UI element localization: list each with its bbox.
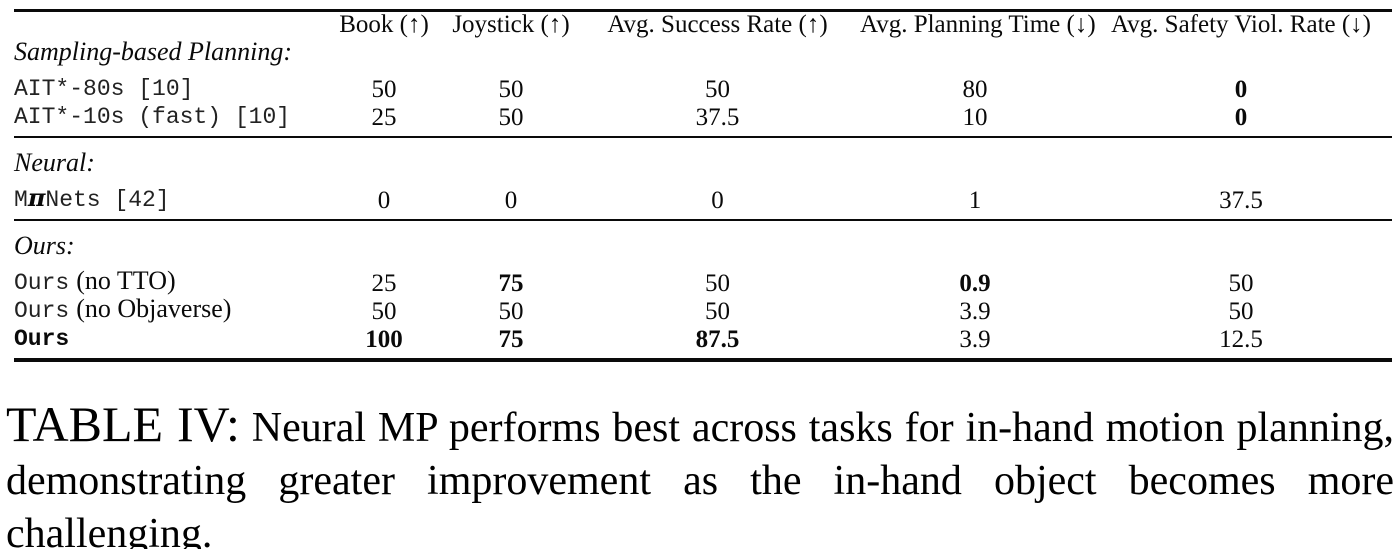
metric-value: 75 [498, 326, 524, 353]
col-header-book: Book (↑) [339, 11, 429, 38]
row-label: Ours (no TTO) [14, 259, 321, 296]
row-label: AIT*-80s [10] [14, 65, 321, 102]
results-table: Book (↑) Joystick (↑) Avg. Success Rate … [14, 9, 1392, 362]
metric-value: 50 [498, 76, 524, 103]
metric-value: 50 [498, 104, 524, 131]
table-row-ait-10s: AIT*-10s (fast) [10] 25 50 37.5 10 0 [14, 102, 1392, 137]
method-name-suffix: (no TTO) [76, 266, 176, 295]
table-caption-text: Neural MP performs best across tasks for… [6, 405, 1394, 549]
method-name: Ours [14, 270, 70, 296]
row-label: Ours [14, 324, 321, 360]
col-header-joystick: Joystick (↑) [452, 11, 570, 38]
metric-value: 50 [1228, 298, 1254, 325]
metric-value: 3.9 [959, 326, 991, 353]
metric-value: 10 [962, 104, 988, 131]
metric-value: 50 [705, 270, 730, 297]
row-label: MπNets [42] [14, 176, 321, 220]
metric-value: 1 [968, 187, 982, 214]
method-name: Ours [14, 298, 70, 324]
metric-value: 0 [377, 187, 391, 214]
metric-value: 37.5 [695, 104, 740, 131]
metric-value: 50 [1228, 270, 1254, 297]
metric-value: 25 [371, 270, 397, 297]
corner-cell [14, 11, 321, 39]
metric-value: 80 [962, 76, 988, 103]
col-header-avg-planning-time: Avg. Planning Time (↓) [860, 11, 1096, 38]
metric-value: 37.5 [1219, 187, 1263, 214]
section-label-neural: Neural: [14, 136, 1392, 176]
section-label-sampling: Sampling-based Planning: [14, 37, 293, 66]
row-label: Ours (no Objaverse) [14, 296, 321, 324]
metric-value: 50 [371, 76, 397, 103]
metric-value: 12.5 [1219, 326, 1263, 353]
method-name: Nets [42] [45, 187, 170, 213]
header-row: Book (↑) Joystick (↑) Avg. Success Rate … [14, 11, 1392, 39]
col-header-avg-success-rate: Avg. Success Rate (↑) [607, 11, 828, 38]
table-row-ours-no-tto: Ours (no TTO) 25 75 50 0.9 50 [14, 259, 1392, 297]
method-name: AIT*-80s [10] [14, 76, 194, 102]
method-name: AIT*-10s (fast) [10] [14, 104, 291, 130]
metric-value: 75 [498, 270, 524, 297]
metric-value: 0 [504, 187, 518, 214]
metric-value: 3.9 [959, 298, 991, 325]
table-caption: TABLE IV: Neural MP performs best across… [6, 398, 1394, 549]
table-row-ait-80s: AIT*-80s [10] 50 50 50 80 0 [14, 65, 1392, 103]
method-name: Ours [14, 326, 70, 352]
table-row-mpinets: MπNets [42] 0 0 0 1 37.5 [14, 176, 1392, 220]
metric-value: 100 [365, 326, 403, 353]
section-row-ours: Ours: [14, 219, 1392, 259]
pi-symbol: π [27, 183, 46, 212]
metric-value: 50 [498, 298, 524, 325]
method-name-suffix: (no Objaverse) [76, 294, 232, 323]
section-row-neural: Neural: [14, 136, 1392, 176]
metric-value: 0 [1234, 104, 1248, 131]
metric-value: 0 [711, 187, 724, 214]
metric-value: 50 [371, 298, 397, 325]
metric-value: 0 [1234, 76, 1248, 103]
section-row-sampling: Sampling-based Planning: [14, 38, 1392, 65]
table-row-ours: Ours 100 75 87.5 3.9 12.5 [14, 324, 1392, 360]
row-label: AIT*-10s (fast) [10] [14, 102, 321, 137]
metric-value: 50 [705, 76, 730, 103]
col-header-avg-safety-viol-rate: Avg. Safety Viol. Rate (↓) [1110, 11, 1372, 38]
metric-value: 25 [371, 104, 397, 131]
section-label-ours: Ours: [14, 219, 1392, 259]
table-caption-label: TABLE IV: [6, 396, 240, 452]
table-row-ours-no-objaverse: Ours (no Objaverse) 50 50 50 3.9 50 [14, 296, 1392, 325]
method-name: M [14, 187, 28, 213]
metric-value: 0.9 [959, 270, 991, 297]
metric-value: 50 [705, 298, 730, 325]
metric-value: 87.5 [695, 326, 740, 353]
